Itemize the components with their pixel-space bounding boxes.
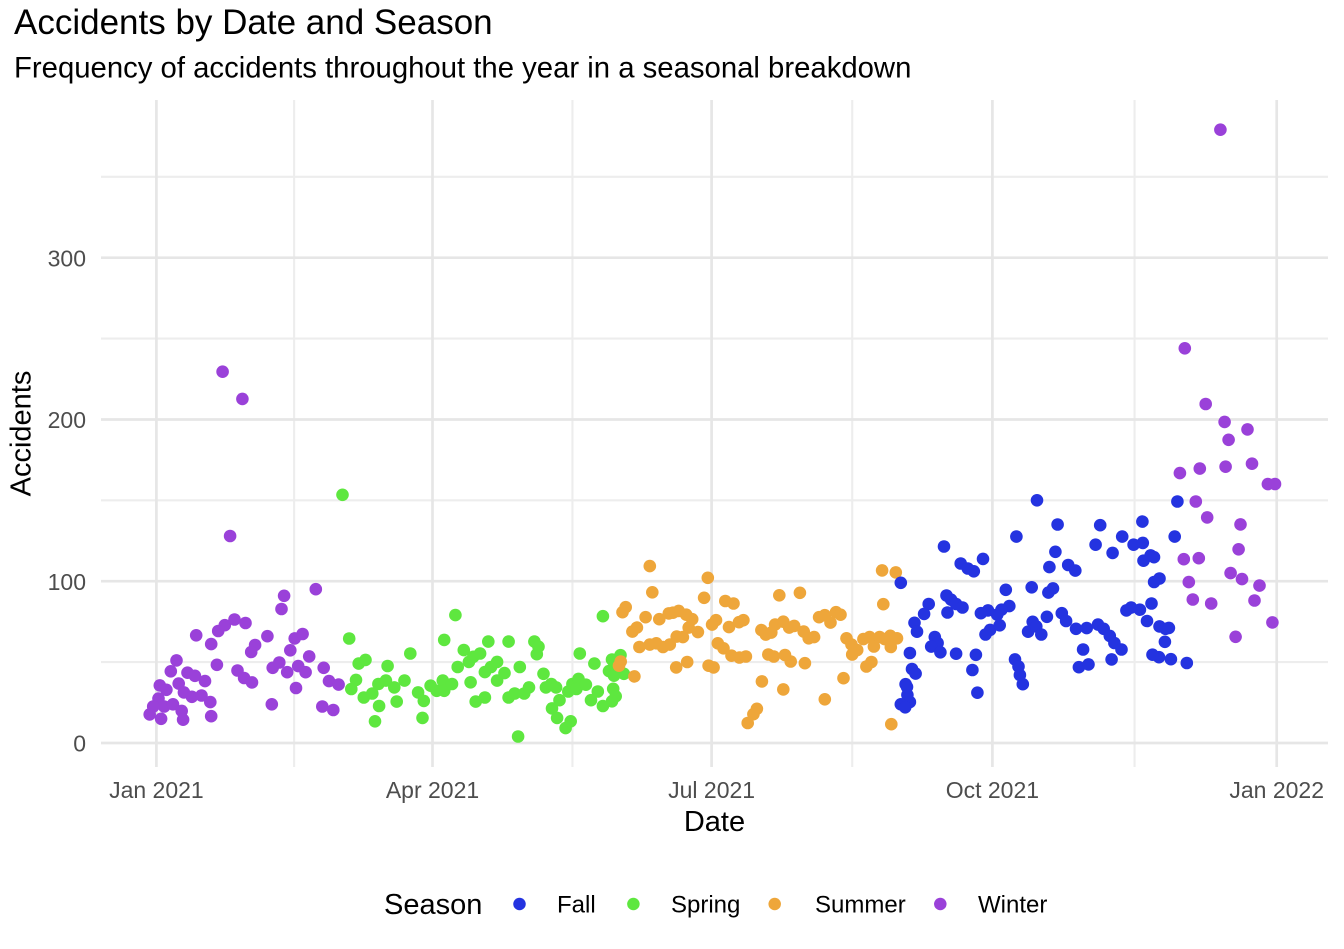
svg-text:Oct 2021: Oct 2021: [946, 777, 1039, 803]
svg-text:Jan 2021: Jan 2021: [109, 777, 204, 803]
svg-text:Accidents by Date and Season: Accidents by Date and Season: [14, 3, 493, 42]
svg-text:0: 0: [73, 731, 86, 757]
svg-text:Jan 2022: Jan 2022: [1229, 777, 1324, 803]
svg-text:Accidents: Accidents: [6, 371, 38, 497]
svg-text:Summer: Summer: [815, 891, 906, 918]
svg-text:100: 100: [48, 569, 86, 595]
svg-text:Date: Date: [684, 806, 745, 838]
svg-text:Fall: Fall: [557, 891, 596, 918]
svg-text:200: 200: [48, 407, 86, 433]
svg-text:Spring: Spring: [671, 891, 740, 918]
svg-text:Season: Season: [384, 889, 482, 921]
svg-text:Jul 2021: Jul 2021: [668, 777, 755, 803]
svg-text:300: 300: [48, 245, 86, 271]
svg-text:Frequency of accidents through: Frequency of accidents throughout the ye…: [14, 52, 911, 85]
svg-text:Winter: Winter: [978, 891, 1047, 918]
svg-text:Apr 2021: Apr 2021: [386, 777, 479, 803]
